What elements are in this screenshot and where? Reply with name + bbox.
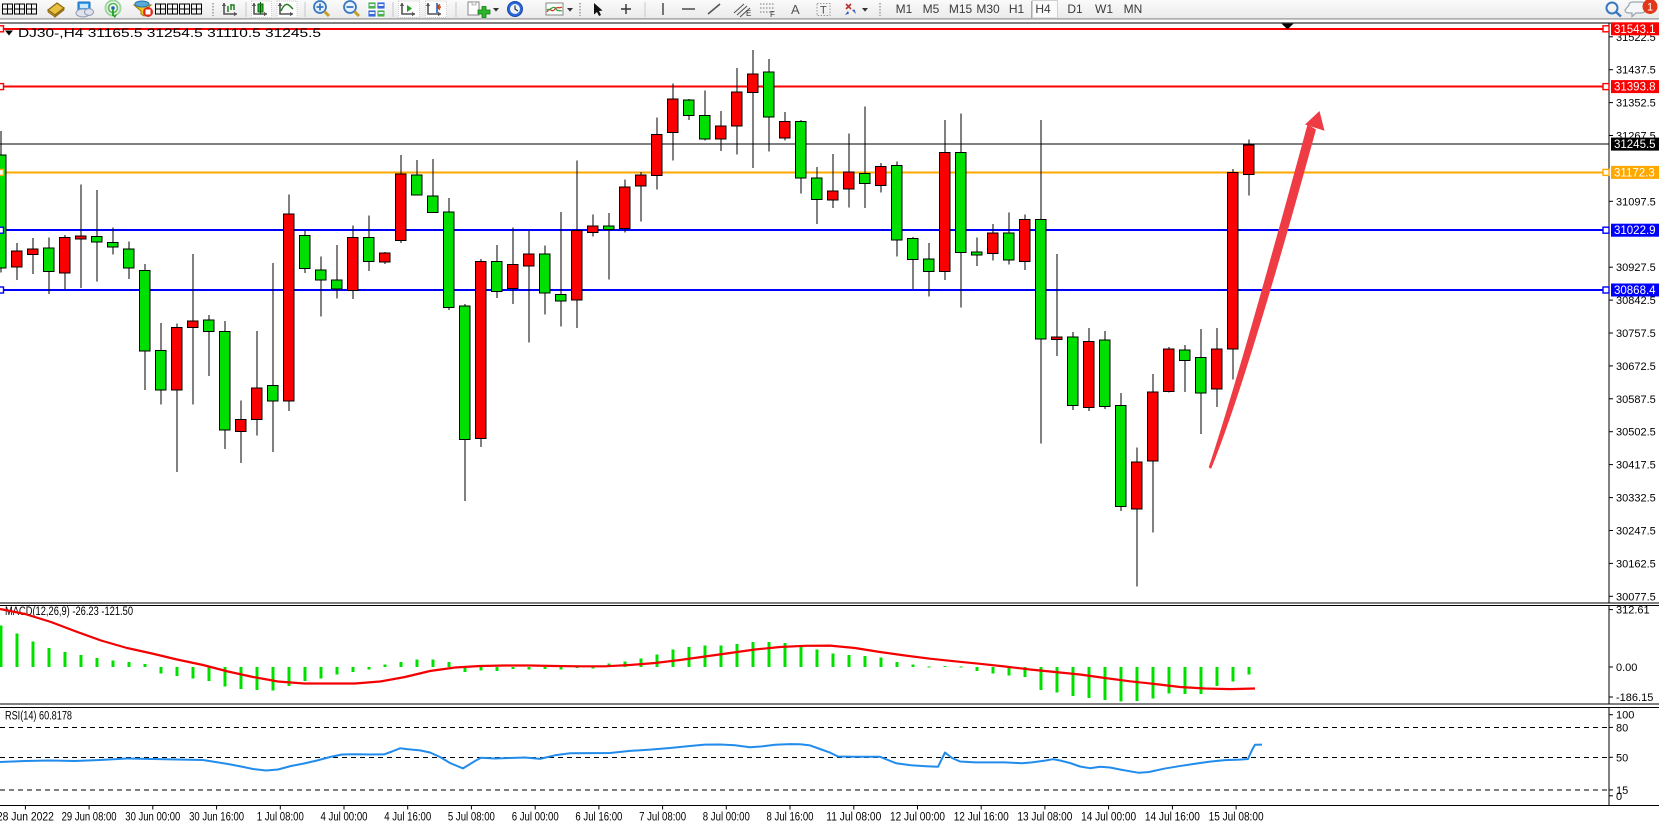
svg-text:30757.5: 30757.5 (1616, 328, 1656, 340)
svg-text:12 Jul 00:00: 12 Jul 00:00 (890, 812, 945, 824)
svg-text:30332.5: 30332.5 (1616, 493, 1656, 505)
svg-text:30 Jun 00:00: 30 Jun 00:00 (125, 812, 180, 824)
svg-text:31172.3: 31172.3 (1614, 167, 1655, 179)
svg-text:A: A (791, 2, 800, 17)
svg-text:80: 80 (1616, 722, 1628, 734)
svg-text:H1: H1 (1009, 2, 1025, 16)
svg-text:M5: M5 (923, 2, 940, 16)
svg-text:8 Jul 16:00: 8 Jul 16:00 (767, 812, 814, 824)
svg-text:12 Jul 16:00: 12 Jul 16:00 (954, 812, 1009, 824)
svg-text:RSI(14) 60.8178: RSI(14) 60.8178 (5, 711, 72, 723)
svg-text:W1: W1 (1095, 2, 1113, 16)
svg-text:30 Jun 16:00: 30 Jun 16:00 (189, 812, 244, 824)
svg-text:4 Jul 00:00: 4 Jul 00:00 (321, 812, 368, 824)
svg-text:100: 100 (1616, 710, 1634, 722)
svg-text:15 Jul 08:00: 15 Jul 08:00 (1209, 812, 1264, 824)
svg-text:29 Jun 08:00: 29 Jun 08:00 (62, 812, 117, 824)
svg-text:4 Jul 16:00: 4 Jul 16:00 (384, 812, 431, 824)
svg-text:30587.5: 30587.5 (1616, 394, 1656, 406)
svg-text:15: 15 (1616, 785, 1628, 797)
svg-text:7 Jul 08:00: 7 Jul 08:00 (639, 812, 686, 824)
svg-text:0: 0 (1616, 791, 1622, 803)
svg-text:30502.5: 30502.5 (1616, 427, 1656, 439)
svg-text:8 Jul 00:00: 8 Jul 00:00 (703, 812, 750, 824)
svg-text:D1: D1 (1067, 2, 1083, 16)
svg-text:31245.5: 31245.5 (1614, 139, 1656, 151)
svg-text:31437.5: 31437.5 (1616, 65, 1656, 77)
svg-text:1 Jul 08:00: 1 Jul 08:00 (257, 812, 304, 824)
svg-text:30868.4: 30868.4 (1614, 285, 1656, 297)
svg-text:312.61: 312.61 (1616, 605, 1650, 617)
svg-text:M1: M1 (896, 2, 913, 16)
svg-text:31097.5: 31097.5 (1616, 196, 1656, 208)
svg-text:0.00: 0.00 (1616, 662, 1637, 674)
svg-text:6 Jul 16:00: 6 Jul 16:00 (575, 812, 622, 824)
svg-text:30842.5: 30842.5 (1616, 295, 1656, 307)
svg-text:DJ30-,H4 31165.5 31254.5 3111: DJ30-,H4 31165.5 31254.5 31110.5 31245.5 (18, 26, 321, 40)
svg-text:31393.8: 31393.8 (1614, 82, 1656, 94)
svg-text:11 Jul 08:00: 11 Jul 08:00 (826, 812, 881, 824)
svg-text:31022.9: 31022.9 (1614, 225, 1656, 237)
svg-text:MN: MN (1124, 2, 1143, 16)
svg-text:14 Jul 00:00: 14 Jul 00:00 (1081, 812, 1136, 824)
svg-text:50: 50 (1616, 752, 1628, 764)
svg-text:E: E (746, 9, 751, 18)
svg-text:30672.5: 30672.5 (1616, 361, 1656, 373)
svg-text:T: T (820, 5, 827, 17)
svg-text:30927.5: 30927.5 (1616, 262, 1656, 274)
svg-text:13 Jul 08:00: 13 Jul 08:00 (1017, 812, 1072, 824)
svg-text:1: 1 (1647, 2, 1653, 14)
svg-text:-186.15: -186.15 (1616, 692, 1653, 704)
svg-text:M30: M30 (976, 2, 1000, 16)
svg-text:6 Jul 00:00: 6 Jul 00:00 (512, 812, 559, 824)
svg-text:30247.5: 30247.5 (1616, 526, 1656, 538)
svg-text:14 Jul 16:00: 14 Jul 16:00 (1145, 812, 1200, 824)
svg-text:M15: M15 (949, 2, 973, 16)
svg-text:MACD(12,26,9) -26.23 -121.50: MACD(12,26,9) -26.23 -121.50 (5, 606, 133, 618)
svg-text:H4: H4 (1035, 2, 1051, 16)
svg-text:30162.5: 30162.5 (1616, 558, 1656, 570)
svg-text:28 Jun 2022: 28 Jun 2022 (0, 812, 54, 824)
svg-text:30417.5: 30417.5 (1616, 460, 1656, 472)
svg-text:31352.5: 31352.5 (1616, 98, 1656, 110)
svg-text:F: F (770, 10, 775, 19)
svg-text:5 Jul 08:00: 5 Jul 08:00 (448, 812, 495, 824)
svg-text:30077.5: 30077.5 (1616, 591, 1656, 603)
svg-text:31543.1: 31543.1 (1614, 24, 1656, 36)
